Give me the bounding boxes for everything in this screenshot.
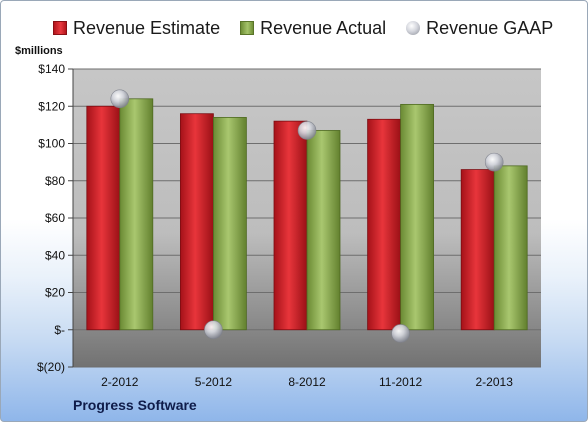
y-tick-label: $(20): [37, 360, 65, 374]
bar-revenue-estimate: [367, 118, 402, 331]
legend-swatch-revenue-actual: [240, 21, 255, 35]
x-tick-label: 5-2012: [195, 375, 233, 389]
y-tick-label: $140: [38, 62, 65, 76]
x-tick-label: 11-2012: [379, 375, 422, 389]
bar-revenue-actual: [400, 103, 435, 331]
legend-swatch-revenue-estimate: [53, 21, 67, 35]
bar-revenue-estimate: [179, 113, 214, 331]
legend-item-revenue-estimate: Revenue Estimate: [53, 18, 220, 39]
y-tick-label: $-: [54, 323, 65, 337]
point-revenue-gaap: [391, 324, 410, 343]
point-revenue-gaap: [204, 320, 223, 340]
legend-label-revenue-estimate: Revenue Estimate: [73, 17, 221, 38]
bar-revenue-estimate: [273, 120, 308, 331]
x-tick-label: 2-2012: [101, 375, 139, 389]
y-axis-units-label: $millions: [15, 45, 63, 57]
legend-marker-revenue-gaap: [406, 21, 421, 35]
y-tick-label: $60: [45, 211, 65, 225]
legend-item-revenue-gaap: Revenue GAAP: [406, 18, 553, 39]
bar-revenue-actual: [306, 130, 341, 331]
y-tick-label: $80: [45, 174, 65, 188]
bar-revenue-estimate: [460, 169, 495, 331]
point-revenue-gaap: [297, 121, 317, 140]
legend-label-revenue-actual: Revenue Actual: [260, 17, 387, 38]
bar-revenue-actual: [212, 117, 247, 331]
y-tick-label: $120: [38, 99, 65, 113]
x-tick-label: 2-2013: [476, 375, 514, 389]
legend-label-revenue-gaap: Revenue GAAP: [426, 17, 554, 38]
y-tick-label: $20: [45, 286, 65, 300]
point-revenue-gaap: [110, 89, 130, 109]
point-revenue-gaap: [484, 152, 504, 172]
legend-item-revenue-actual: Revenue Actual: [240, 18, 386, 39]
bar-revenue-estimate: [86, 105, 121, 331]
y-tick-label: $100: [38, 137, 65, 151]
x-tick-label: 8-2012: [288, 375, 326, 389]
bar-revenue-actual: [493, 165, 528, 331]
bar-revenue-actual: [119, 98, 154, 331]
y-tick-label: $40: [45, 248, 65, 262]
company-name: Progress Software: [73, 397, 197, 413]
chart-legend: Revenue Estimate Revenue Actual Revenue …: [53, 17, 573, 39]
